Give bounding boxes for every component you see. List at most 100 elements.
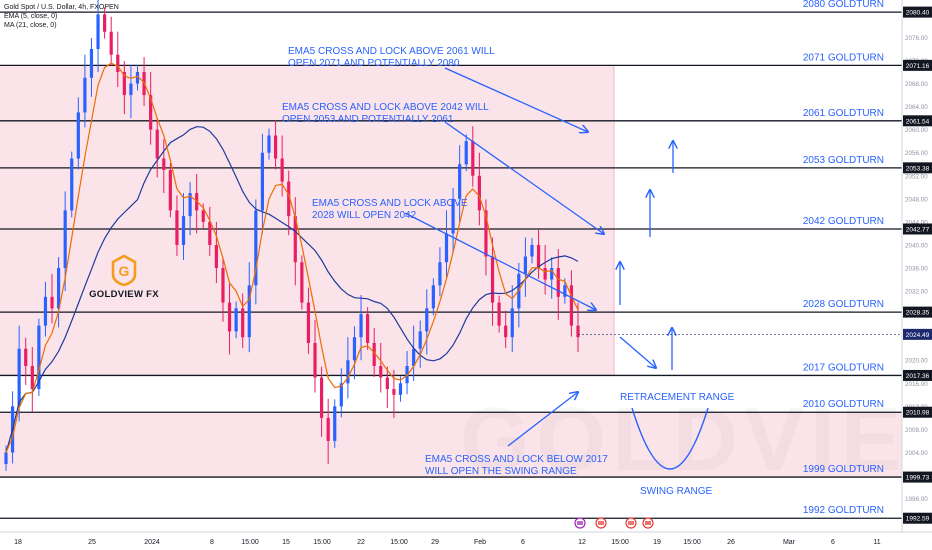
candle-body [346,360,350,384]
level-price-tag [903,471,932,483]
time-tick-label: 15:00 [611,539,629,546]
candle-body [50,296,54,309]
level-label: 1999 GOLDTURN [803,464,884,475]
annotation-text: 2028 WILL OPEN 2042 [312,210,417,221]
level-price-tag-text: 1999.73 [906,475,930,482]
candle-body [490,256,495,303]
level-label: 2071 GOLDTURN [803,52,884,63]
time-tick-label: 15 [282,539,290,546]
candle-body [247,285,251,338]
candle-body [576,325,580,338]
candle-body [287,181,291,217]
event-icon-inner [645,521,651,525]
candle-body [458,164,462,199]
candle-body [109,31,113,55]
candle-body [175,210,179,245]
candle-body [227,302,232,332]
candle-body [497,302,501,326]
level-price-tag [903,162,932,174]
candle-body [149,95,153,130]
candle-body [116,54,120,73]
candle-body [510,308,514,338]
current-price-tag-text: 2024.49 [906,332,930,339]
annotation-text: EMA5 CROSS AND LOCK ABOVE [312,198,468,209]
event-icon-inner [598,521,604,525]
candle-body [4,452,8,464]
price-tick-label: 2008.00 [905,427,928,434]
symbol-title[interactable]: Gold Spot / U.S. Dollar, 4h, FXOPEN [4,4,119,11]
swing-range-curve [631,407,709,470]
annotation-arrow [444,121,604,234]
level-price-tag-text: 2010.98 [906,410,930,417]
candle-body [76,112,80,159]
price-tick-label: 2064.00 [905,104,928,111]
candle-body [260,152,265,211]
annotation-text: RETRACEMENT RANGE [620,392,735,403]
candle-body [208,221,212,245]
annotation-text: SWING RANGE [640,486,713,497]
level-label: 2010 GOLDTURN [803,399,884,410]
candle-body [280,158,284,182]
time-tick-label: 25 [88,539,96,546]
level-price-tag-text: 1992.59 [906,516,930,523]
price-tick-label: 2056.00 [905,150,928,157]
ma-indicator-label[interactable]: MA (21, close, 0) [4,22,57,29]
candle-body [162,158,166,171]
chart-legend: Gold Spot / U.S. Dollar, 4h, FXOPEN EMA … [4,3,119,30]
time-tick-label: 29 [431,539,439,546]
candle-body [536,244,541,269]
candle-body [63,210,67,269]
time-tick-label: 15:00 [241,539,259,546]
price-tick-label: 2040.00 [905,242,928,249]
level-label: 2017 GOLDTURN [803,362,884,373]
event-icons [574,517,654,529]
candle-body [30,366,34,390]
candle-body [181,216,186,245]
svg-text:G: G [119,263,130,279]
indicator-lines-layer [5,62,579,453]
level-price-tag-text: 2080.40 [906,10,930,17]
ema-indicator-label[interactable]: EMA (5, close, 0) [4,13,58,20]
candle-body [471,141,475,176]
annotation-text: WILL OPEN THE SWING RANGE [425,466,577,477]
level-price-tag [903,223,932,235]
candle-body [425,308,429,332]
level-price-tag-text: 2071.16 [906,63,930,70]
candle-body [43,296,48,326]
candle-body [56,268,61,309]
time-tick-label: 8 [210,539,214,546]
annotation-arrow [404,212,596,310]
candle-body [122,72,126,96]
candle-body [418,331,422,349]
candle-body [103,14,107,32]
price-tick-label: 2076.00 [905,35,928,42]
candle-body [129,83,133,96]
level-price-tag-text: 2042.77 [906,226,930,233]
price-tick-label: 2036.00 [905,266,928,273]
level-price-tag [903,369,932,381]
candle-body [326,417,330,441]
level-price-tag [903,6,932,18]
time-tick-label: 15:00 [683,539,701,546]
candle-body [504,325,508,338]
candle-body [464,141,468,165]
zone-1 [0,412,902,478]
candle-body [313,342,317,378]
annotation-text: EMA5 CROSS AND LOCK ABOVE 2061 WILL [288,46,495,57]
candle-body [273,135,278,159]
level-label: 2061 GOLDTURN [803,108,884,119]
price-axis-bg [902,0,932,532]
goldview-logo-text: GOLDVIEW FX [89,289,159,300]
level-price-tag [903,512,932,524]
candle-body [451,198,455,234]
candle-body [359,314,363,338]
price-tick-label: 2044.00 [905,219,928,226]
candle-body [201,210,205,222]
time-tick-label: 12 [578,539,586,546]
annotation-text: EMA5 CROSS AND LOCK ABOVE 2042 WILL [282,102,489,113]
candle-body [385,377,389,390]
time-tick-label: 18 [14,539,22,546]
level-price-tag-text: 2028.35 [906,310,930,317]
time-tick-label: 19 [653,539,661,546]
